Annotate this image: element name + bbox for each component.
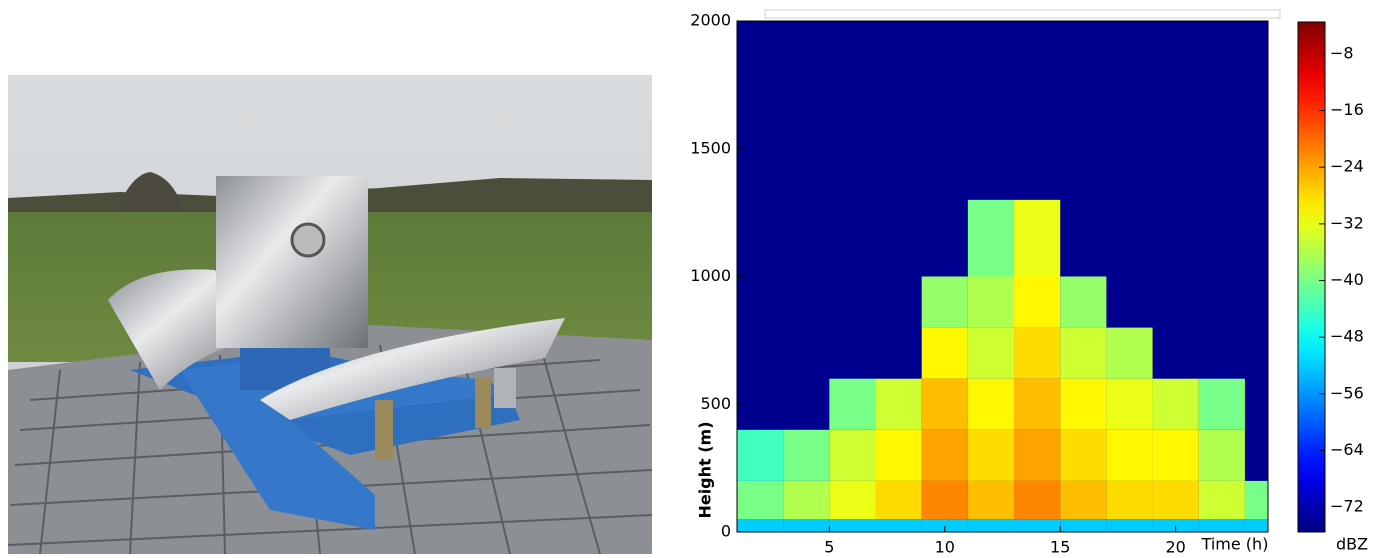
heatmap-cell bbox=[829, 519, 875, 532]
heatmap-cell bbox=[783, 519, 829, 532]
colorbar-tick-label: −56 bbox=[1330, 383, 1364, 402]
heatmap-cell bbox=[1106, 481, 1152, 519]
x-tick-label: 5 bbox=[824, 538, 834, 555]
heatmap-cell bbox=[968, 379, 1014, 430]
heatmap-cell bbox=[1060, 481, 1106, 519]
colorbar-tick-label: −24 bbox=[1330, 157, 1364, 176]
heatmap-cell bbox=[1106, 519, 1152, 532]
y-axis-label: Height (m) bbox=[696, 421, 715, 518]
x-axis-label: Time (h) bbox=[1201, 535, 1269, 554]
heatmap-cell bbox=[968, 328, 1014, 379]
heatmap-cell bbox=[1199, 430, 1245, 481]
heatmap-cell bbox=[922, 430, 968, 481]
heatmap-cell bbox=[968, 481, 1014, 519]
other-axes bbox=[765, 10, 1280, 18]
colorbar-tick-label: −40 bbox=[1330, 270, 1364, 289]
heatmap-cell bbox=[829, 481, 875, 519]
y-tick-label: 1000 bbox=[690, 266, 731, 285]
heatmap-cell bbox=[1199, 519, 1245, 532]
heatmap-cell bbox=[1014, 200, 1060, 277]
heatmap-cell bbox=[968, 277, 1014, 328]
heatmap-cell bbox=[1106, 328, 1152, 379]
x-tick-label: 20 bbox=[1165, 538, 1185, 555]
y-tick-label: 1500 bbox=[690, 138, 731, 157]
heatmap-cell bbox=[922, 328, 968, 379]
x-tick-label: 15 bbox=[1050, 538, 1070, 555]
heatmap-cell bbox=[1014, 519, 1060, 532]
heatmap-cell bbox=[1199, 379, 1245, 430]
heatmap-cell bbox=[737, 519, 783, 532]
heatmap-cell bbox=[1153, 481, 1199, 519]
heatmap-cell bbox=[783, 481, 829, 519]
colorbar-tick-label: −48 bbox=[1330, 327, 1364, 346]
heatmap-cell bbox=[1014, 481, 1060, 519]
heatmap-cell bbox=[1060, 328, 1106, 379]
heatmap-cell bbox=[922, 277, 968, 328]
heatmap-cell bbox=[1014, 379, 1060, 430]
heatmap-cell bbox=[1199, 481, 1245, 519]
heatmap-cell bbox=[783, 430, 829, 481]
heatmap-cell bbox=[968, 200, 1014, 277]
heatmap-cell bbox=[876, 481, 922, 519]
colorbar-label: dBZ bbox=[1336, 535, 1368, 554]
heatmap-cell bbox=[829, 430, 875, 481]
heatmap-cell bbox=[1106, 379, 1152, 430]
heatmap-cell bbox=[922, 379, 968, 430]
colorbar-tick-label: −72 bbox=[1330, 497, 1364, 516]
heatmap-cell bbox=[1245, 519, 1268, 532]
heatmap-cell bbox=[1106, 430, 1152, 481]
x-tick-label: 10 bbox=[935, 538, 955, 555]
heatmap-cell bbox=[1153, 430, 1199, 481]
heatmap-cell bbox=[737, 430, 783, 481]
y-tick-label: 2000 bbox=[690, 11, 731, 30]
heatmap-cell bbox=[968, 430, 1014, 481]
heatmap-cell bbox=[737, 481, 783, 519]
heatmap-cell bbox=[1060, 519, 1106, 532]
heatmap-cell bbox=[876, 379, 922, 430]
colorbar-tick-label: −32 bbox=[1330, 213, 1364, 232]
colorbar-tick-label: −16 bbox=[1330, 100, 1364, 119]
heatmap-cell bbox=[1014, 328, 1060, 379]
heatmap-cell bbox=[922, 481, 968, 519]
heatmap-cell bbox=[876, 519, 922, 532]
heatmap-cell bbox=[1060, 430, 1106, 481]
colorbar bbox=[1298, 22, 1325, 532]
page: Time (h) Height (m) dBZ 5 10 15 20 0 500 1000 1… bbox=[0, 0, 1381, 554]
heatmap-cell bbox=[1245, 481, 1268, 519]
heatmap-cell bbox=[968, 519, 1014, 532]
colorbar-tick-label: −64 bbox=[1330, 440, 1364, 459]
photo bbox=[8, 75, 652, 554]
heatmap-cell bbox=[1060, 379, 1106, 430]
y-tick-label: 500 bbox=[700, 394, 731, 413]
heatmap-cell bbox=[1060, 277, 1106, 328]
heatmap-cell bbox=[1014, 430, 1060, 481]
heatmap-cell bbox=[1153, 379, 1199, 430]
heatmap-cell bbox=[829, 379, 875, 430]
colorbar-tick-label: −8 bbox=[1330, 43, 1354, 62]
y-tick-label: 0 bbox=[721, 522, 731, 541]
heatmap-cell bbox=[876, 430, 922, 481]
figure: Time (h) Height (m) dBZ 5 10 15 20 0 500 1000 1… bbox=[0, 0, 1381, 554]
heatmap-cell bbox=[1014, 277, 1060, 328]
